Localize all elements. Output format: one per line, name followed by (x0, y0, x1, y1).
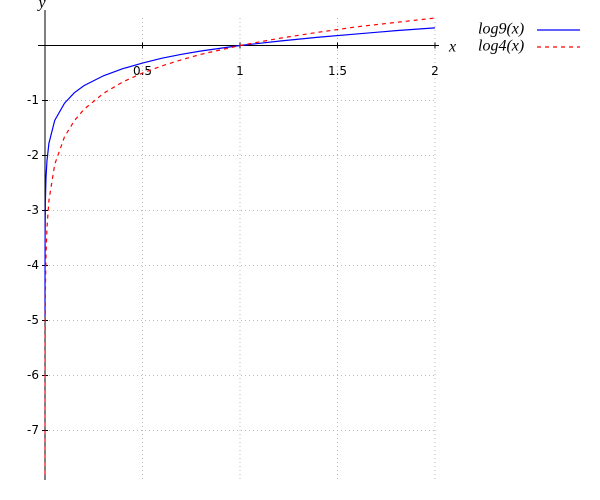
y-tick-label: -6 (27, 368, 39, 382)
x-tick-label: 2 (431, 64, 439, 78)
y-tick-label: -2 (27, 148, 39, 162)
x-tick-label: 1.5 (328, 64, 347, 78)
y-tick-label: -7 (27, 423, 39, 437)
x-tick-label: 1 (236, 64, 244, 78)
legend-label: log9(x) (478, 21, 524, 38)
series-line (44, 27, 436, 317)
x-axis-label: x (448, 39, 456, 56)
y-tick-label: -5 (27, 313, 39, 327)
y-tick-label: -4 (27, 258, 39, 272)
x-tick-label: 0.5 (133, 64, 152, 78)
y-tick-label: -3 (27, 203, 39, 217)
legend-label: log4(x) (478, 38, 524, 55)
y-axis-label: y (36, 0, 46, 12)
series-line (44, 17, 436, 475)
y-tick-label: -1 (27, 93, 39, 107)
